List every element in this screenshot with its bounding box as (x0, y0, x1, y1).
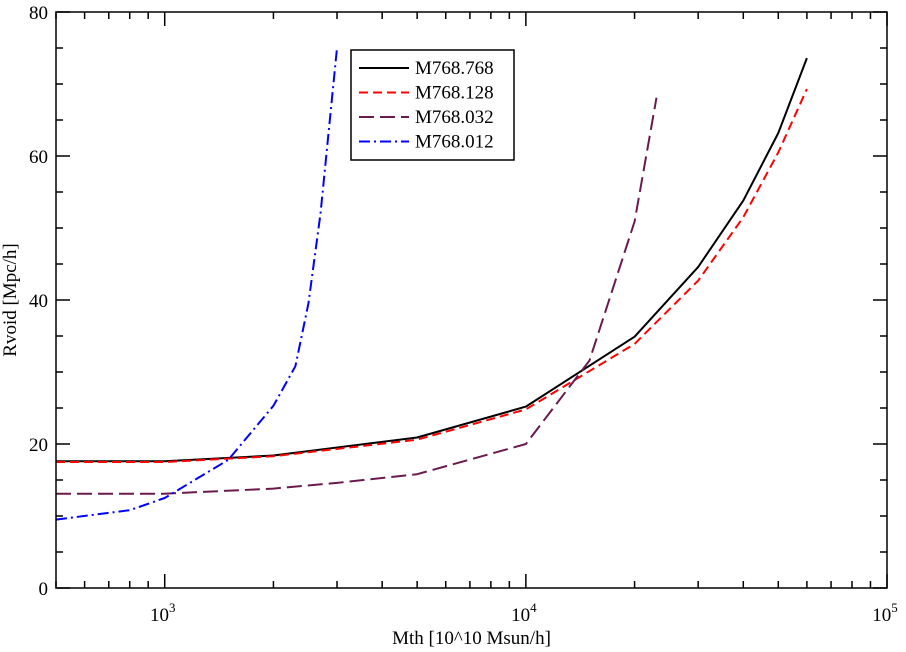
y-tick-labels: 0 20 40 60 80 (29, 3, 48, 600)
legend: M768.768 M768.128 M768.032 M768.012 (350, 49, 515, 161)
y-tick-label: 0 (39, 579, 49, 600)
y-axis-label: Rvoid [Mpc/h] (0, 243, 21, 356)
legend-label: M768.768 (415, 58, 494, 79)
series-line-M768-128 (56, 88, 808, 463)
x-tick-labels: 103 104 105 (150, 600, 898, 626)
series-line-M768-768 (56, 57, 808, 463)
series-line-M768-032 (56, 97, 658, 495)
y-tick-label: 80 (29, 3, 48, 24)
y-tick-label: 40 (29, 291, 48, 312)
legend-label: M768.128 (415, 83, 494, 104)
x-tick-label: 104 (511, 600, 537, 626)
legend-label: M768.032 (415, 107, 494, 128)
plot-frame (55, 11, 888, 589)
series-lines (55, 47, 808, 521)
x-tick-label: 105 (872, 600, 898, 626)
y-tick-label: 20 (29, 435, 48, 456)
legend-label: M768.012 (415, 132, 494, 153)
x-tick-label: 103 (150, 600, 176, 626)
y-tick-label: 60 (29, 147, 48, 168)
series-line-M768-012 (55, 47, 338, 521)
x-axis-label: Mth [10^10 Msun/h] (392, 628, 551, 649)
